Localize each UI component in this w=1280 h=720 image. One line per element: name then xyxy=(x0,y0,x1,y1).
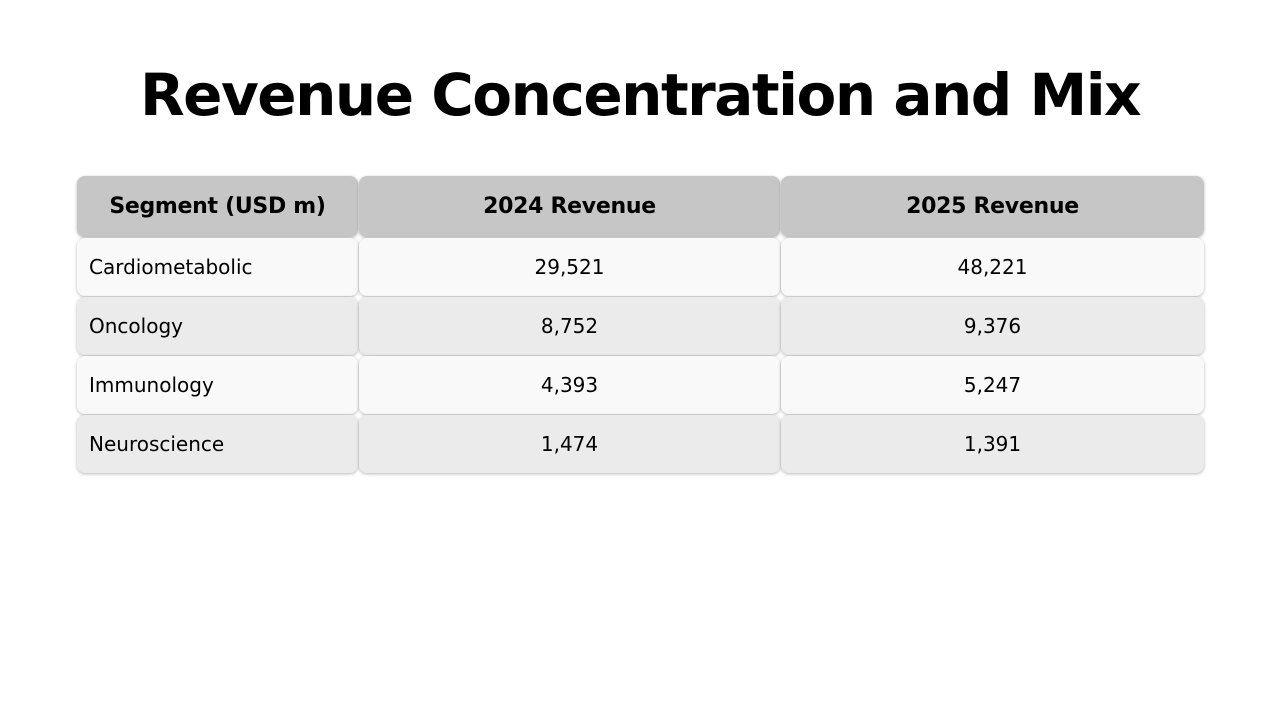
revenue-2025-cell: 9,376 xyxy=(781,297,1204,355)
segment-cell: Cardiometabolic xyxy=(77,238,358,296)
segment-cell: Oncology xyxy=(77,297,358,355)
column-header-2024: 2024 Revenue xyxy=(359,176,780,237)
revenue-2025-cell: 5,247 xyxy=(781,356,1204,414)
revenue-2025-cell: 1,391 xyxy=(781,415,1204,473)
revenue-2024-cell: 1,474 xyxy=(359,415,780,473)
segment-cell: Immunology xyxy=(77,356,358,414)
column-header-2025: 2025 Revenue xyxy=(781,176,1204,237)
revenue-2024-cell: 29,521 xyxy=(359,238,780,296)
revenue-table: Segment (USD m) 2024 Revenue 2025 Revenu… xyxy=(77,176,1204,473)
segment-cell: Neuroscience xyxy=(77,415,358,473)
revenue-2025-cell: 48,221 xyxy=(781,238,1204,296)
page-title: Revenue Concentration and Mix xyxy=(139,61,1142,129)
column-header-segment: Segment (USD m) xyxy=(77,176,358,237)
revenue-2024-cell: 8,752 xyxy=(359,297,780,355)
revenue-2024-cell: 4,393 xyxy=(359,356,780,414)
